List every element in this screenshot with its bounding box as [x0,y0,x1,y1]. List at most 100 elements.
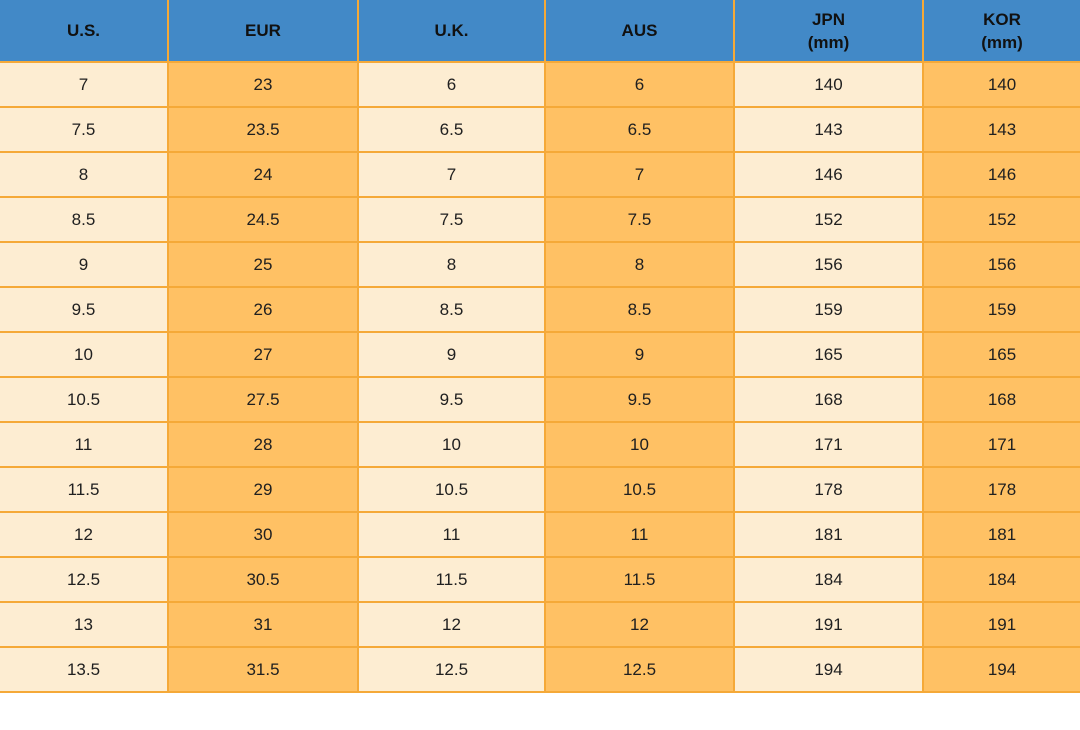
cell: 9.5 [0,286,169,333]
cell: 30 [167,511,359,558]
cell: 194 [922,646,1080,693]
size-conversion-table: U.S. EUR U.K. AUS JPN (mm) KOR (mm) 7 23 6 6 140 140… [0,0,1080,693]
table-row: 9 25 8 8 156 156 [0,241,1080,288]
page: U.S. EUR U.K. AUS JPN (mm) KOR (mm) 7 23 6 6 140 140… [0,0,1080,693]
table-row: 7.5 23.5 6.5 6.5 143 143 [0,106,1080,153]
cell: 8.5 [0,196,169,243]
cell: 11 [0,421,169,468]
column-header-label: U.K. [434,21,469,40]
table-row: 12 30 11 11 181 181 [0,511,1080,558]
cell: 12.5 [544,646,735,693]
cell: 6.5 [544,106,735,153]
cell: 146 [733,151,924,198]
cell: 10.5 [544,466,735,513]
cell: 11.5 [544,556,735,603]
cell: 152 [733,196,924,243]
cell: 168 [733,376,924,423]
cell: 26 [167,286,359,333]
cell: 11 [357,511,546,558]
cell: 8 [544,241,735,288]
cell: 11 [544,511,735,558]
cell: 184 [922,556,1080,603]
header-row: U.S. EUR U.K. AUS JPN (mm) KOR (mm) [0,0,1080,63]
cell: 191 [733,601,924,648]
cell: 181 [733,511,924,558]
cell: 156 [922,241,1080,288]
column-header-label: EUR [245,21,281,40]
cell: 152 [922,196,1080,243]
cell: 165 [733,331,924,378]
cell: 9 [357,331,546,378]
cell: 140 [733,61,924,108]
cell: 168 [922,376,1080,423]
cell: 7.5 [357,196,546,243]
table-row: 13.5 31.5 12.5 12.5 194 194 [0,646,1080,693]
cell: 9.5 [357,376,546,423]
cell: 28 [167,421,359,468]
cell: 181 [922,511,1080,558]
cell: 31 [167,601,359,648]
table-body: 7 23 6 6 140 140 7.5 23.5 6.5 6.5 143 143 8 24 7 7 146 14… [0,61,1080,693]
cell: 31.5 [167,646,359,693]
cell: 10 [544,421,735,468]
column-header-jpn: JPN (mm) [733,0,924,63]
cell: 12.5 [357,646,546,693]
column-header-sublabel: (mm) [981,32,1023,52]
cell: 25 [167,241,359,288]
column-header-us: U.S. [0,0,169,63]
cell: 12 [0,511,169,558]
cell: 10 [357,421,546,468]
cell: 23 [167,61,359,108]
cell: 10.5 [357,466,546,513]
cell: 159 [733,286,924,333]
column-header-uk: U.K. [357,0,546,63]
cell: 11.5 [357,556,546,603]
table-row: 11.5 29 10.5 10.5 178 178 [0,466,1080,513]
cell: 29 [167,466,359,513]
cell: 191 [922,601,1080,648]
column-header-label: U.S. [66,21,101,40]
cell: 8.5 [544,286,735,333]
table-row: 7 23 6 6 140 140 [0,61,1080,108]
table-row: 10.5 27.5 9.5 9.5 168 168 [0,376,1080,423]
cell: 8 [0,151,169,198]
cell: 9.5 [544,376,735,423]
cell: 10 [0,331,169,378]
cell: 156 [733,241,924,288]
cell: 159 [922,286,1080,333]
cell: 9 [0,241,169,288]
column-header-aus: AUS [544,0,735,63]
cell: 24.5 [167,196,359,243]
cell: 12.5 [0,556,169,603]
cell: 12 [357,601,546,648]
cell: 12 [544,601,735,648]
cell: 178 [922,466,1080,513]
table-row: 10 27 9 9 165 165 [0,331,1080,378]
cell: 11.5 [0,466,169,513]
cell: 8.5 [357,286,546,333]
cell: 140 [922,61,1080,108]
cell: 7 [544,151,735,198]
cell: 23.5 [167,106,359,153]
cell: 171 [922,421,1080,468]
cell: 6 [544,61,735,108]
column-header-sublabel: (mm) [807,32,850,52]
column-header-label: AUS [621,21,658,40]
column-header-label: KOR [983,9,1021,29]
cell: 165 [922,331,1080,378]
cell: 30.5 [167,556,359,603]
cell: 178 [733,466,924,513]
cell: 171 [733,421,924,468]
cell: 143 [733,106,924,153]
column-header-label: JPN [811,9,846,29]
cell: 27 [167,331,359,378]
cell: 7 [0,61,169,108]
cell: 143 [922,106,1080,153]
column-header-eur: EUR [167,0,359,63]
table-row: 9.5 26 8.5 8.5 159 159 [0,286,1080,333]
cell: 6 [357,61,546,108]
cell: 7.5 [0,106,169,153]
table-row: 8 24 7 7 146 146 [0,151,1080,198]
cell: 7.5 [544,196,735,243]
table-row: 11 28 10 10 171 171 [0,421,1080,468]
